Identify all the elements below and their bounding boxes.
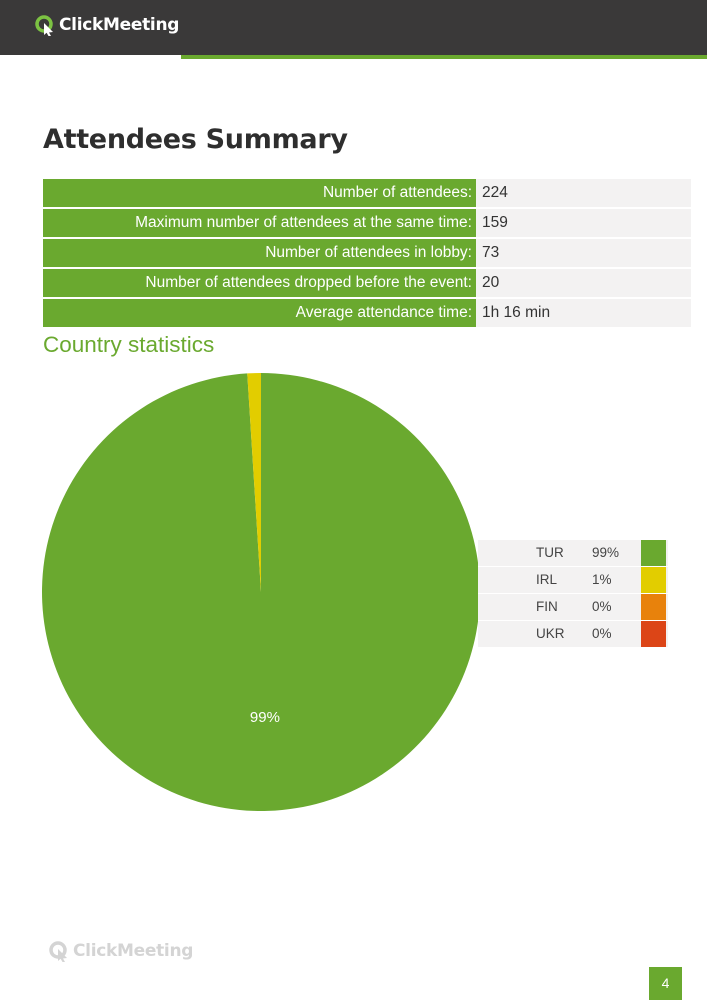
summary-row: Average attendance time: 1h 16 min [43,299,691,327]
attendees-summary-table: Number of attendees: 224 Maximum number … [43,177,691,329]
header-accent-line [181,55,707,59]
legend-country: FIN [536,599,558,614]
summary-value: 1h 16 min [476,299,691,327]
summary-label: Average attendance time: [43,299,476,327]
legend-item: IRL 1% [478,567,668,594]
summary-label: Number of attendees in lobby: [43,239,476,267]
section-title: Country statistics [43,332,215,357]
legend-swatch [641,594,666,620]
legend-country: UKR [536,626,565,641]
legend-swatch [641,567,666,593]
legend-swatch [641,540,666,566]
summary-value: 224 [476,179,691,207]
summary-row: Number of attendees: 224 [43,179,691,207]
legend-item: UKR 0% [478,621,668,648]
summary-label: Number of attendees dropped before the e… [43,269,476,297]
clickmeeting-logo-icon [49,941,67,962]
summary-row: Number of attendees in lobby: 73 [43,239,691,267]
brand-name: ClickMeeting [59,15,180,35]
legend-country: TUR [536,545,564,560]
summary-row: Maximum number of attendees at the same … [43,209,691,237]
pie-slice-irl [247,373,261,592]
legend-percent: 1% [592,572,612,587]
legend-item: FIN 0% [478,594,668,621]
legend-country: IRL [536,572,558,587]
summary-value: 20 [476,269,691,297]
summary-value: 159 [476,209,691,237]
legend-percent: 0% [592,626,612,641]
page-title: Attendees Summary [43,124,348,155]
summary-label: Number of attendees: [43,179,476,207]
legend-swatch [641,621,666,647]
legend-percent: 0% [592,599,612,614]
summary-row: Number of attendees dropped before the e… [43,269,691,297]
summary-label: Maximum number of attendees at the same … [43,209,476,237]
chart-legend: TUR 99% IRL 1% FIN 0% UKR 0% [478,540,668,648]
summary-value: 73 [476,239,691,267]
clickmeeting-logo-icon [35,15,53,36]
footer-logo: ClickMeeting [48,940,193,962]
footer-brand-name: ClickMeeting [73,941,194,961]
page-number: 4 [649,967,682,1000]
pie-data-label: 99% [250,709,280,726]
legend-item: TUR 99% [478,540,668,567]
legend-percent: 99% [592,545,620,560]
brand-logo: ClickMeeting [34,14,179,36]
header-bar: ClickMeeting [0,0,707,55]
